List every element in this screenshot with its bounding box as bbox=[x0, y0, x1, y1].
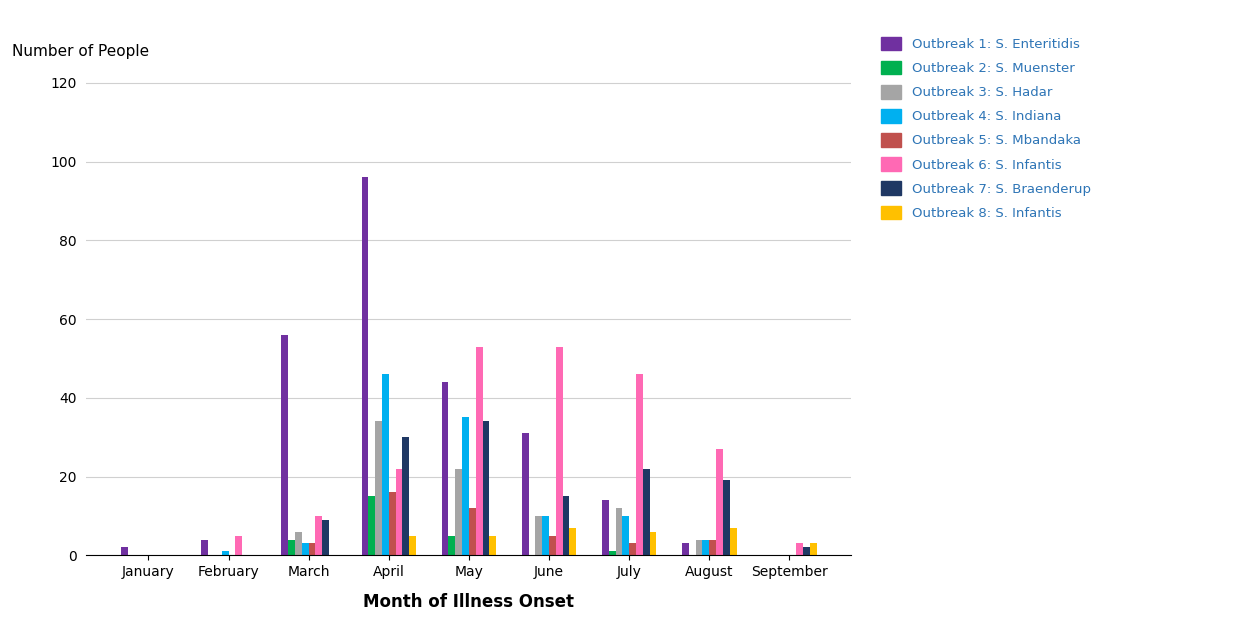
Bar bbox=[563, 496, 569, 555]
Bar bbox=[803, 548, 810, 555]
Bar bbox=[396, 469, 402, 555]
Bar bbox=[476, 346, 482, 555]
Bar bbox=[729, 528, 737, 555]
Bar bbox=[796, 543, 803, 555]
Bar bbox=[462, 418, 469, 555]
Bar bbox=[389, 492, 396, 555]
Bar bbox=[289, 540, 295, 555]
Bar bbox=[622, 516, 629, 555]
Legend: Outbreak 1: S. Enteritidis, Outbreak 2: S. Muenster, Outbreak 3: S. Hadar, Outbr: Outbreak 1: S. Enteritidis, Outbreak 2: … bbox=[876, 32, 1096, 225]
Bar bbox=[542, 516, 549, 555]
Bar bbox=[702, 540, 710, 555]
Bar bbox=[201, 540, 209, 555]
Bar bbox=[616, 508, 622, 555]
Bar bbox=[723, 480, 729, 555]
Bar bbox=[490, 536, 496, 555]
Bar bbox=[302, 543, 308, 555]
Bar bbox=[121, 548, 128, 555]
Bar bbox=[236, 536, 242, 555]
X-axis label: Month of Illness Onset: Month of Illness Onset bbox=[364, 593, 574, 611]
Bar bbox=[482, 422, 490, 555]
Bar bbox=[629, 543, 636, 555]
Bar bbox=[455, 469, 462, 555]
Bar bbox=[636, 374, 643, 555]
Bar bbox=[402, 437, 410, 555]
Bar bbox=[295, 532, 302, 555]
Text: Number of People: Number of People bbox=[12, 44, 149, 59]
Bar bbox=[448, 536, 455, 555]
Bar bbox=[549, 536, 555, 555]
Bar bbox=[522, 433, 528, 555]
Bar bbox=[442, 382, 448, 555]
Bar bbox=[569, 528, 576, 555]
Bar bbox=[383, 374, 389, 555]
Bar bbox=[410, 536, 416, 555]
Bar bbox=[281, 335, 289, 555]
Bar bbox=[362, 177, 369, 555]
Bar bbox=[602, 500, 608, 555]
Bar bbox=[810, 543, 817, 555]
Bar bbox=[322, 520, 329, 555]
Bar bbox=[649, 532, 656, 555]
Bar bbox=[716, 449, 723, 555]
Bar bbox=[308, 543, 316, 555]
Bar bbox=[375, 422, 383, 555]
Bar bbox=[608, 551, 616, 555]
Bar bbox=[222, 551, 228, 555]
Bar bbox=[682, 543, 689, 555]
Bar bbox=[469, 508, 476, 555]
Bar bbox=[316, 516, 322, 555]
Bar bbox=[555, 346, 563, 555]
Bar bbox=[536, 516, 542, 555]
Bar bbox=[710, 540, 716, 555]
Bar bbox=[643, 469, 649, 555]
Bar bbox=[369, 496, 375, 555]
Bar bbox=[696, 540, 702, 555]
